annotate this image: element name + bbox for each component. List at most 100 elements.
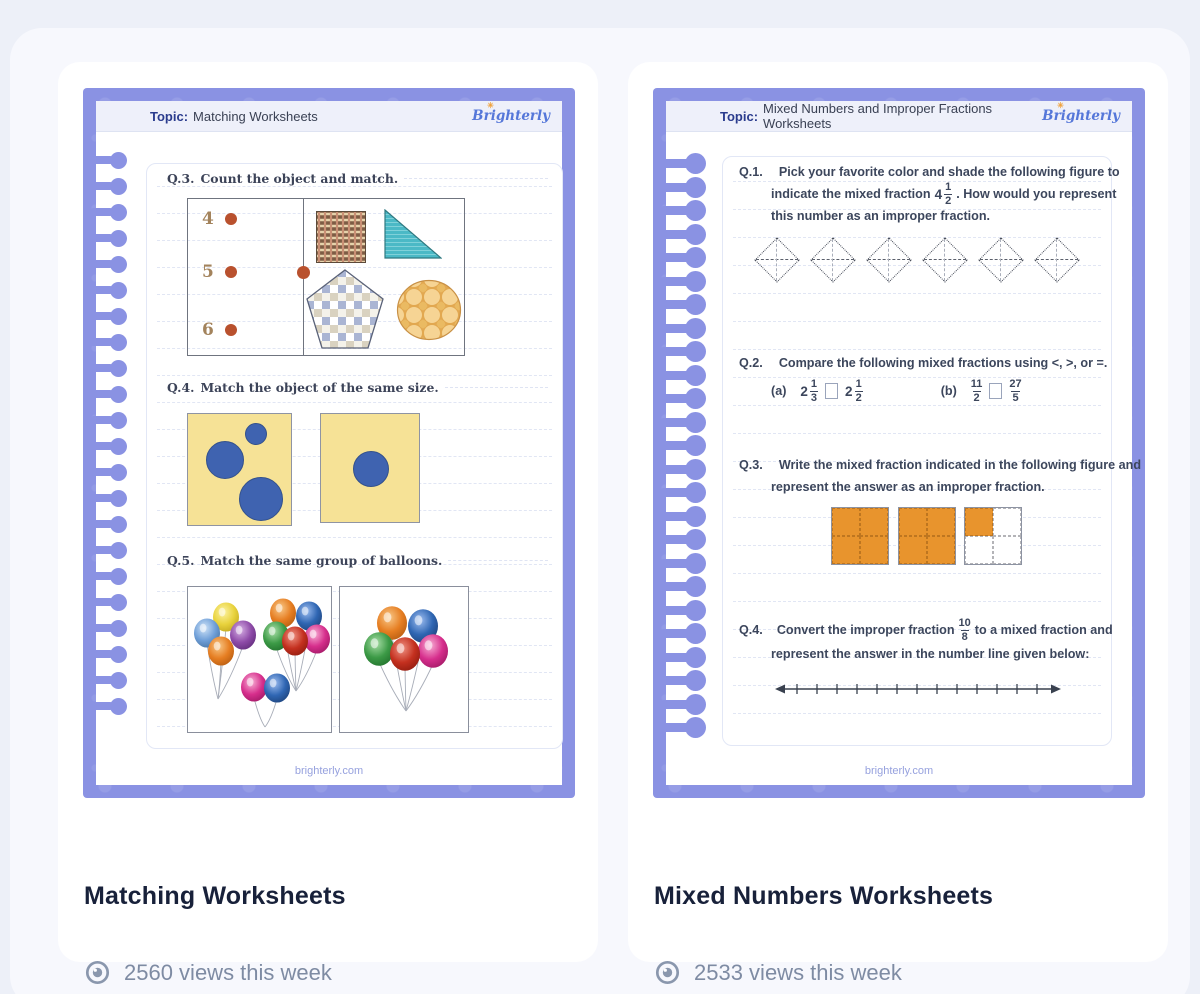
binder-ring: [90, 333, 127, 351]
diamond-figure: [1034, 237, 1080, 283]
worksheet-topic-bar: Topic: Matching Worksheets Brighterly: [96, 100, 562, 132]
binder-ring: [660, 223, 706, 245]
binder-ring: [90, 255, 127, 273]
question-id: Q.1.: [739, 165, 763, 179]
questions-box: Q.1. Pick your favorite color and shade …: [722, 156, 1141, 746]
answer-box: [825, 383, 839, 400]
shade-figure-diamonds: [743, 237, 1091, 283]
question-label-q3: Q.3. Count the object and match.: [167, 171, 548, 186]
binder-ring: [660, 482, 706, 503]
worksheet-footer-url: brighterly.com: [294, 765, 364, 777]
blue-circle: [206, 441, 244, 479]
question-text: Pick your favorite color and shade the f…: [778, 165, 1120, 179]
binder-ring: [660, 247, 706, 268]
question-id: Q.3.: [167, 171, 195, 186]
question-label-q4: Q.4. Convert the improper fraction 10 8 t…: [739, 617, 1113, 643]
fraction-grid-full: [898, 507, 956, 565]
answer-box: [989, 383, 1003, 400]
question-label-q3: Q.3. Write the mixed fraction indicated …: [739, 458, 1141, 472]
patterned-square-shape: [316, 211, 366, 263]
dashed-tail: [404, 178, 548, 179]
binder-ring: [660, 176, 706, 198]
question-text: Compare the following mixed fractions us…: [778, 356, 1108, 370]
number-line-ticks: [796, 684, 1038, 694]
binder-ring: [90, 177, 127, 195]
views-row: 2560 views this week: [84, 959, 332, 986]
diamond-figure: [866, 237, 912, 283]
balloon-group-figure-right: [339, 586, 469, 733]
blue-circle: [353, 451, 389, 487]
match-dot: [297, 266, 310, 279]
binder-ring: [660, 200, 706, 221]
binder-ring: [660, 576, 706, 597]
question-id: Q.4.: [739, 623, 763, 638]
improper-fraction: 11 2: [970, 378, 983, 404]
binder-ring: [660, 153, 706, 174]
balloons-illustration: [364, 606, 448, 712]
question-text: Write the mixed fraction indicated in th…: [778, 458, 1142, 472]
binder-rings: [90, 101, 156, 785]
binder-ring: [660, 529, 706, 550]
worksheet-footer-url: brighterly.com: [864, 765, 934, 777]
binder-ring: [90, 151, 127, 169]
number-line: [775, 684, 1061, 694]
blue-circle: [245, 423, 267, 445]
count-number: 6: [202, 320, 214, 340]
worksheet-card-matching[interactable]: Topic: Matching Worksheets Brighterly Q.…: [58, 62, 598, 985]
match-dot: [224, 266, 237, 278]
dashed-tail: [448, 560, 548, 561]
question-text: Match the same group of balloons.: [200, 553, 443, 568]
question-label-q2: Q.2. Compare the following mixed fractio…: [739, 356, 1107, 370]
binder-ring: [90, 515, 127, 533]
teal-triangle-shape: [384, 209, 442, 259]
binder-ring: [660, 458, 706, 480]
binder-ring: [660, 552, 706, 574]
improper-fraction: 27 5: [1009, 378, 1022, 404]
binder-ring: [90, 697, 127, 715]
binder-ring: [660, 270, 706, 292]
binder-ring: [90, 411, 127, 429]
binder-ring: [90, 307, 127, 325]
topic-title: Matching Worksheets: [193, 108, 318, 124]
binder-ring: [90, 619, 127, 637]
match-dot: [224, 213, 237, 225]
binder-ring: [90, 281, 127, 299]
views-row: 2533 views this week: [654, 959, 902, 986]
binder-ring: [660, 670, 706, 691]
count-match-figure: 4 5 6: [187, 198, 465, 356]
question-text: Count the object and match.: [200, 171, 399, 186]
question-label-q1: Q.1. Pick your favorite color and shade …: [739, 165, 1120, 179]
question-id: Q.2.: [739, 356, 763, 370]
topic-title: Mixed Numbers and Improper Fractions Wor…: [763, 101, 993, 131]
worksheet-card-mixed-numbers[interactable]: Topic: Mixed Numbers and Improper Fracti…: [628, 62, 1168, 985]
question-id: Q.5.: [167, 553, 195, 568]
count-number: 4: [202, 209, 214, 229]
card-title: Matching Worksheets: [84, 882, 346, 910]
eye-icon: [655, 960, 680, 985]
balloon-group-figure-left: [187, 586, 332, 733]
binder-ring: [660, 364, 706, 386]
binder-ring: [660, 411, 706, 433]
binder-ring: [660, 693, 706, 715]
binder-ring: [660, 646, 706, 668]
binder-ring: [90, 229, 127, 247]
worksheet-page: Topic: Matching Worksheets Brighterly Q.…: [90, 100, 563, 785]
binder-ring: [660, 599, 706, 621]
fraction-grid-quarter: [964, 507, 1022, 565]
binder-ring: [90, 203, 127, 221]
binder-ring: [660, 717, 706, 738]
binder-ring: [660, 317, 706, 339]
question-text-line: represent the answer as an improper frac…: [771, 480, 1045, 494]
binder-ring: [90, 671, 127, 689]
worksheet-page: Topic: Mixed Numbers and Improper Fracti…: [660, 100, 1141, 785]
blue-circle: [239, 477, 283, 521]
size-match-figure-left: [187, 413, 292, 526]
diamond-figure: [810, 237, 856, 283]
diamond-figure: [978, 237, 1024, 283]
question-text: Match the object of the same size.: [200, 380, 439, 395]
